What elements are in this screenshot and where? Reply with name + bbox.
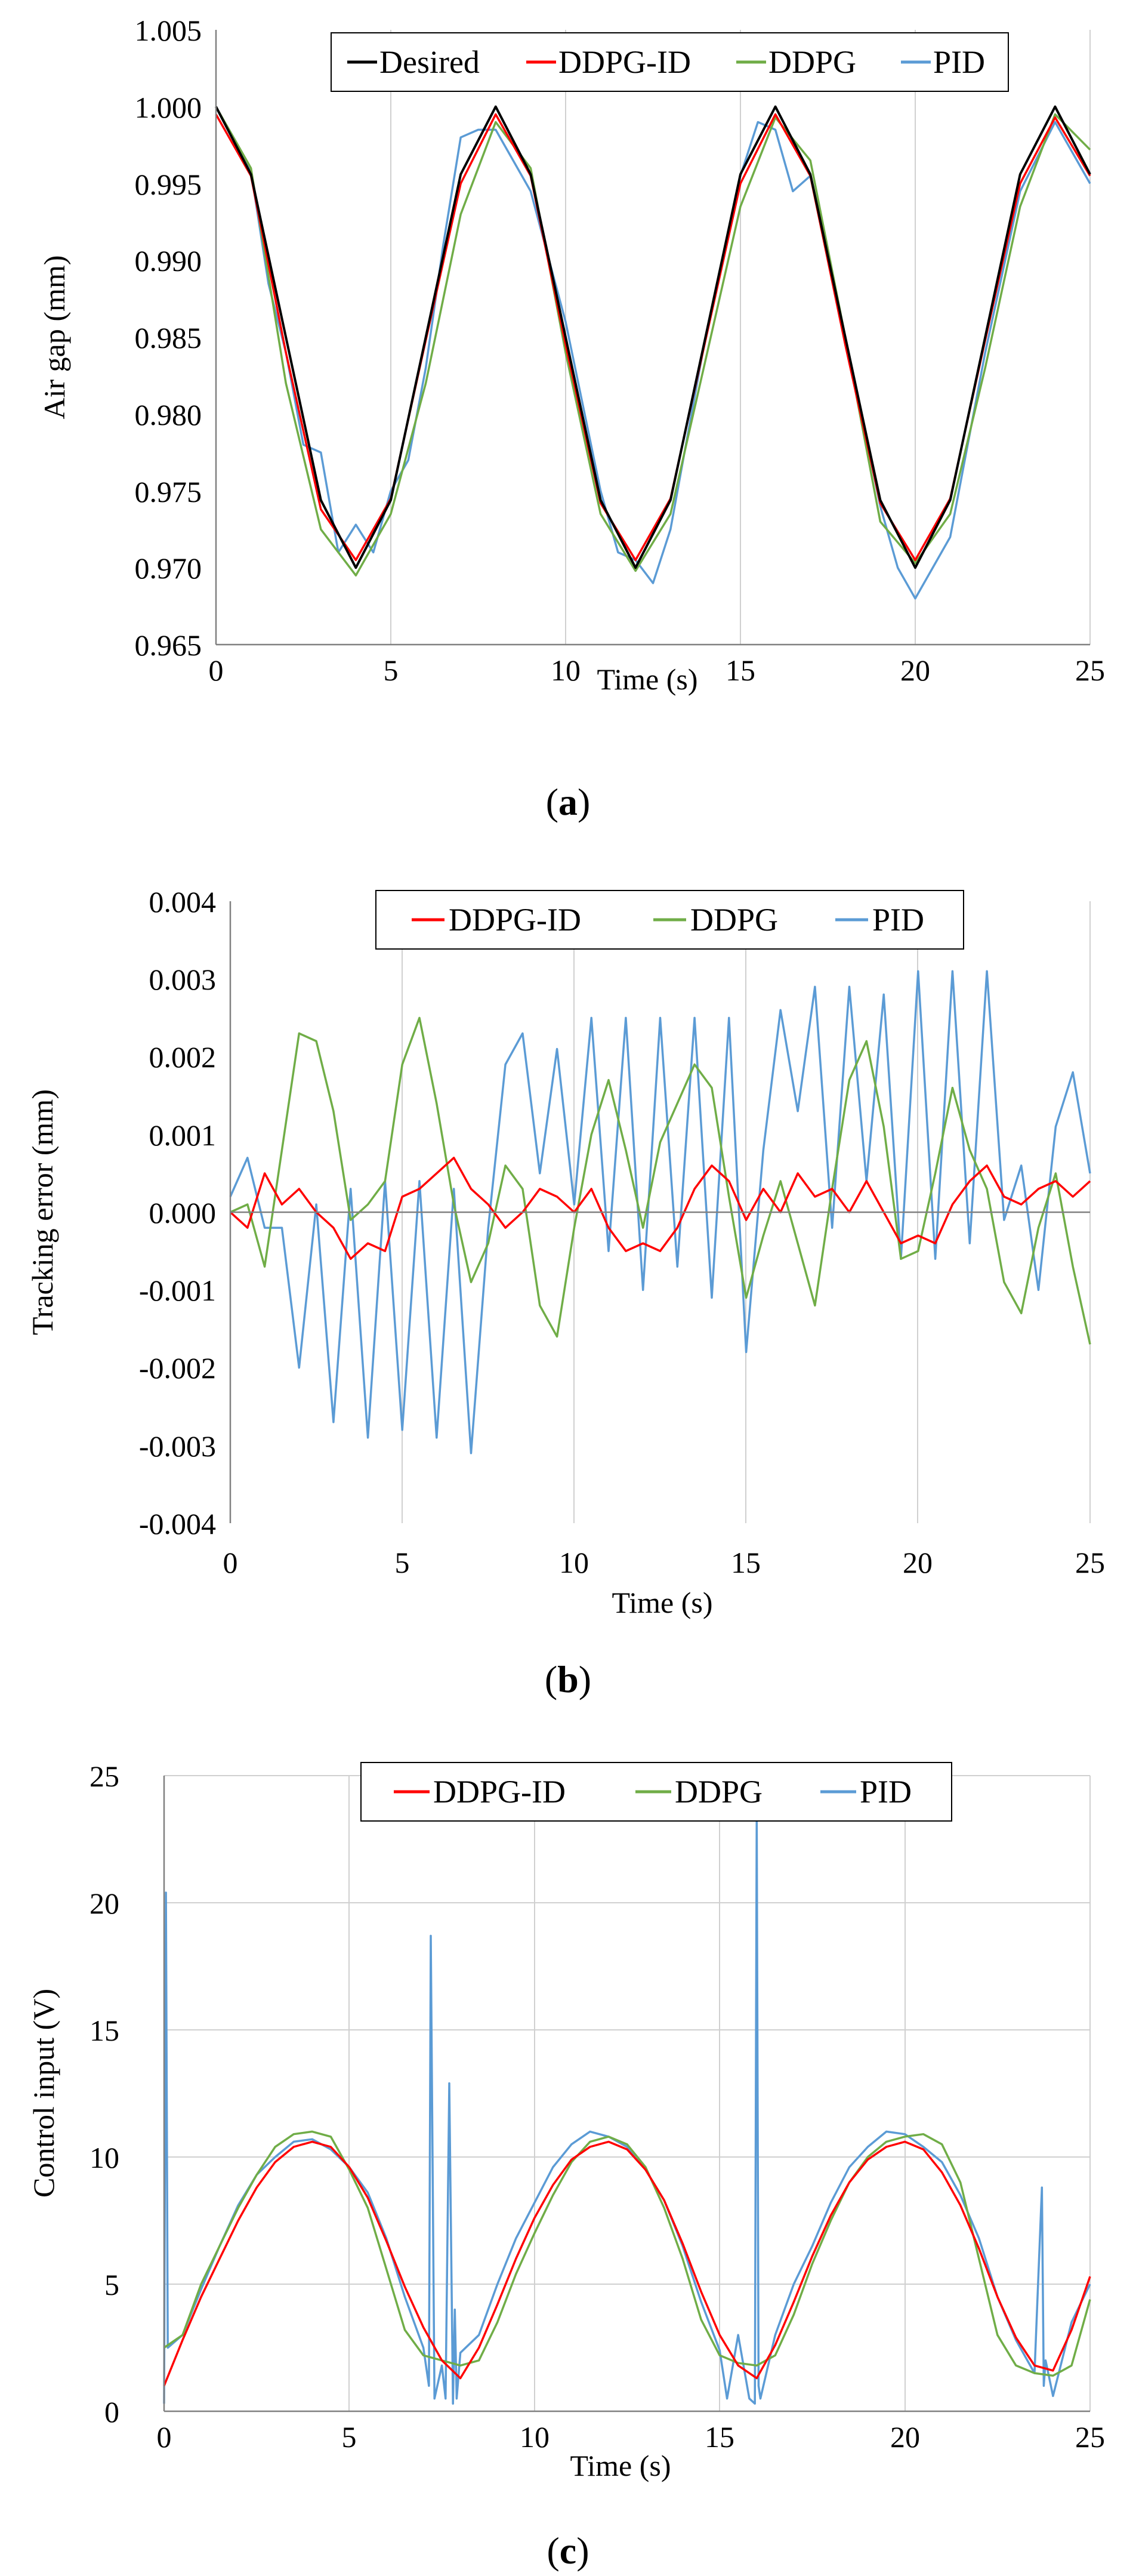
caption-b: (b) bbox=[545, 1658, 591, 1700]
legend-label-desired: Desired bbox=[379, 44, 480, 80]
chart-a-y-ticks: 0.965 0.970 0.975 0.980 0.985 0.990 0.99… bbox=[135, 14, 202, 662]
chart-b-xtick: 25 bbox=[1075, 1546, 1105, 1579]
chart-a-xlabel: Time (s) bbox=[597, 663, 697, 696]
chart-a-ytick: 0.985 bbox=[135, 321, 202, 355]
chart-c-xtick: 0 bbox=[157, 2420, 172, 2454]
chart-c-gridlines bbox=[164, 1775, 1091, 2411]
chart-c: 0 5 10 15 20 25 0 5 10 15 20 25 Control … bbox=[27, 1760, 1105, 2572]
chart-a-ytick: 0.965 bbox=[135, 628, 202, 662]
chart-b-ytick: 0.004 bbox=[149, 885, 217, 919]
chart-c-xtick: 15 bbox=[705, 2420, 734, 2454]
chart-b-xtick: 15 bbox=[731, 1546, 761, 1579]
chart-b-series bbox=[229, 970, 1091, 1455]
series-line-ddpg bbox=[230, 1016, 1091, 1345]
chart-c-legend: DDPG-ID DDPG PID bbox=[360, 1762, 952, 1822]
chart-b-ytick: -0.004 bbox=[139, 1507, 216, 1540]
chart-a-gridlines bbox=[390, 30, 1091, 645]
chart-a-xtick: 15 bbox=[726, 654, 755, 687]
chart-b-legend: DDPG-ID DDPG PID bbox=[375, 890, 964, 950]
chart-c-ylabel: Control input (V) bbox=[27, 1989, 60, 2198]
chart-a-legend-box bbox=[331, 32, 1009, 92]
chart-b: 0 5 10 15 20 25 -0.004 -0.003 -0.002 -0.… bbox=[26, 885, 1105, 1700]
chart-b-ytick: -0.003 bbox=[139, 1429, 216, 1463]
chart-a-xtick: 25 bbox=[1075, 654, 1105, 687]
series-line-ddpg bbox=[163, 2130, 1091, 2377]
chart-a-ytick: 0.970 bbox=[135, 551, 202, 585]
chart-c-y-ticks: 0 5 10 15 20 25 bbox=[89, 1760, 119, 2429]
legend-label-ddpg: DDPG bbox=[768, 44, 856, 80]
chart-a-ylabel: Air gap (mm) bbox=[38, 255, 71, 420]
chart-c-ytick: 5 bbox=[104, 2268, 119, 2301]
series-line-desired bbox=[215, 105, 1091, 569]
chart-c-ytick: 15 bbox=[89, 2014, 119, 2047]
chart-a-legend: Desired DDPG-ID DDPG PID bbox=[331, 32, 1009, 92]
chart-b-xlabel: Time (s) bbox=[612, 1586, 712, 1619]
chart-c-xtick: 20 bbox=[890, 2420, 920, 2454]
chart-a-ytick: 0.995 bbox=[135, 168, 202, 201]
chart-b-x-ticks: 0 5 10 15 20 25 bbox=[223, 1546, 1106, 1579]
series-line-ddpg bbox=[215, 106, 1091, 577]
chart-c-ytick: 25 bbox=[89, 1760, 119, 1793]
chart-a-ytick: 1.000 bbox=[135, 91, 202, 124]
chart-c-xlabel: Time (s) bbox=[570, 2449, 671, 2482]
chart-a: 0 5 10 15 20 25 0.965 0.970 0.975 0.980 … bbox=[38, 14, 1105, 823]
chart-c-ytick: 20 bbox=[89, 1887, 119, 1920]
chart-a-ytick: 1.005 bbox=[135, 14, 202, 47]
series-line-pid bbox=[215, 106, 1091, 600]
legend-label-pid: PID bbox=[933, 44, 985, 80]
series-line-ddpg-id bbox=[229, 1157, 1091, 1260]
series-line-ddpg-id bbox=[163, 2140, 1091, 2387]
chart-b-xtick: 10 bbox=[559, 1546, 589, 1579]
chart-c-ytick: 0 bbox=[104, 2395, 119, 2429]
chart-a-series bbox=[215, 105, 1091, 600]
legend-label-ddpg: DDPG bbox=[675, 1774, 763, 1810]
chart-c-series bbox=[163, 1813, 1091, 2405]
chart-a-xtick: 0 bbox=[209, 654, 224, 687]
chart-c-x-ticks: 0 5 10 15 20 25 bbox=[157, 2420, 1106, 2454]
chart-a-ytick: 0.980 bbox=[135, 398, 202, 432]
legend-label-ddpg: DDPG bbox=[690, 902, 778, 938]
caption-a: (a) bbox=[546, 781, 591, 823]
caption-c: (c) bbox=[547, 2529, 589, 2572]
legend-label-ddpg-id: DDPG-ID bbox=[558, 44, 691, 80]
legend-label-ddpg-id: DDPG-ID bbox=[449, 902, 581, 938]
chart-a-x-ticks: 0 5 10 15 20 25 bbox=[209, 654, 1106, 687]
chart-c-xtick: 25 bbox=[1075, 2420, 1105, 2454]
chart-b-xtick: 5 bbox=[395, 1546, 410, 1579]
chart-b-ytick: 0.003 bbox=[149, 963, 217, 996]
chart-b-ytick: -0.001 bbox=[139, 1274, 216, 1307]
chart-b-xtick: 20 bbox=[903, 1546, 933, 1579]
chart-a-xtick: 5 bbox=[384, 654, 399, 687]
chart-b-ytick: -0.002 bbox=[139, 1351, 216, 1385]
legend-label-pid: PID bbox=[860, 1774, 912, 1810]
legend-label-ddpg-id: DDPG-ID bbox=[433, 1774, 566, 1810]
chart-a-xtick: 10 bbox=[551, 654, 581, 687]
series-line-pid bbox=[229, 970, 1091, 1455]
chart-b-ytick: 0.000 bbox=[149, 1196, 217, 1230]
chart-c-ytick: 10 bbox=[89, 2141, 119, 2174]
chart-c-xtick: 5 bbox=[342, 2420, 357, 2454]
chart-c-xtick: 10 bbox=[520, 2420, 550, 2454]
legend-label-pid: PID bbox=[872, 902, 924, 938]
chart-a-ytick: 0.975 bbox=[135, 475, 202, 509]
chart-a-xtick: 20 bbox=[900, 654, 930, 687]
chart-b-xtick: 0 bbox=[223, 1546, 238, 1579]
chart-b-ytick: 0.002 bbox=[149, 1040, 217, 1074]
chart-b-y-ticks: -0.004 -0.003 -0.002 -0.001 0.000 0.001 … bbox=[139, 885, 216, 1540]
chart-b-ytick: 0.001 bbox=[149, 1118, 217, 1152]
chart-a-ytick: 0.990 bbox=[135, 244, 202, 278]
chart-b-ylabel: Tracking error (mm) bbox=[26, 1089, 59, 1335]
